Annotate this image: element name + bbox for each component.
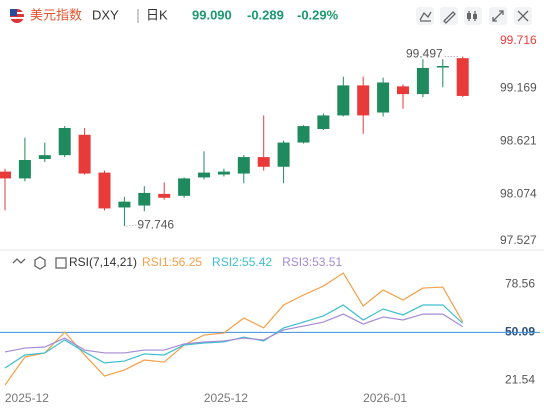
candle-body (0, 171, 11, 179)
y-tick-label: 99.169 (500, 80, 537, 94)
candle-body (257, 157, 270, 167)
price-change-pct: -0.29% (297, 7, 339, 22)
rsi-line (4, 313, 464, 354)
flag (10, 9, 24, 23)
x-tick-label: 2025-12 (204, 391, 248, 405)
last-price: 99.090 (192, 7, 232, 22)
y-tick-label: 99.716 (500, 33, 537, 47)
y-tick-label: 50.09 (505, 325, 535, 339)
candle-body (357, 85, 370, 116)
candle-body (397, 86, 409, 95)
fullscreen-button[interactable] (489, 7, 507, 25)
params-icon[interactable] (55, 257, 67, 269)
rsi-line (4, 272, 464, 386)
settings-button[interactable] (514, 7, 532, 25)
candle-body (237, 157, 250, 174)
annotation: 97.746 (137, 217, 174, 231)
toolbar (416, 7, 532, 25)
candle-body (58, 128, 71, 156)
draw-button[interactable] (440, 7, 458, 25)
legend-entry: RSI1:56.25 (142, 255, 202, 269)
candle-body (277, 142, 290, 167)
toggle-icon[interactable] (12, 258, 26, 264)
y-tick-label: 98.621 (500, 134, 537, 148)
x-tick-label: 2026-01 (363, 391, 407, 405)
gear-icon[interactable] (34, 256, 46, 270)
candle-body (118, 201, 131, 208)
candle-button[interactable] (464, 7, 482, 25)
period: 日K (146, 7, 168, 22)
indicator-button[interactable] (416, 7, 434, 25)
y-tick-label: 97.527 (500, 233, 537, 247)
price-change: -0.289 (247, 7, 284, 22)
candle-body (158, 193, 171, 198)
x-tick-label: 2025-12 (5, 391, 49, 405)
rsi-title: RSI(7,14,21) (69, 255, 137, 269)
candle-body (78, 134, 91, 174)
rsi-controls (12, 256, 67, 270)
candle-body (436, 66, 449, 68)
instrument-symbol: DXY (92, 7, 119, 22)
annotation: 99.497 (406, 47, 443, 61)
y-tick-label: 21.54 (505, 373, 535, 387)
candle-body (138, 192, 151, 206)
y-tick-label: 98.074 (500, 187, 537, 201)
candle-body (178, 178, 191, 196)
y-tick-label: 78.56 (505, 276, 535, 290)
candle-body (416, 67, 429, 95)
candle-body (317, 115, 330, 129)
candle-body (456, 58, 469, 96)
candle-body (377, 82, 390, 113)
legend-entry: RSI3:53.51 (282, 255, 342, 269)
candle-body (337, 85, 350, 116)
legend-entry: RSI2:55.42 (212, 255, 272, 269)
candle-body (38, 155, 51, 160)
candle-body (297, 126, 310, 143)
candle-body (18, 159, 31, 179)
candle-body (98, 172, 111, 209)
candle-body (198, 172, 210, 178)
instrument-name: 美元指数 (30, 7, 82, 22)
candle-body (217, 171, 230, 175)
